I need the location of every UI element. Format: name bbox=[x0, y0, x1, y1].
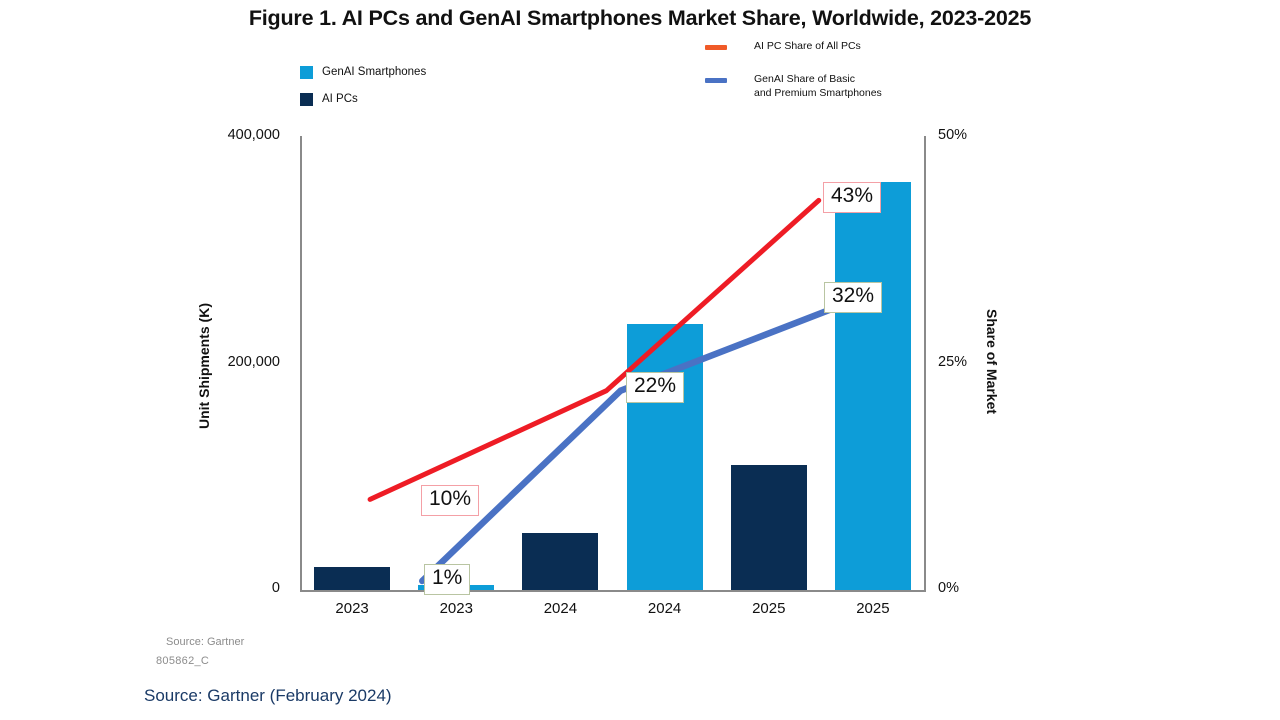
legend-dash-icon bbox=[705, 77, 727, 83]
y-axis-left-line bbox=[300, 136, 302, 591]
data-label-1-percent: 1% bbox=[424, 564, 471, 595]
bar-ai-pcs-2023 bbox=[314, 567, 391, 590]
source-note-small: Source: Gartner bbox=[166, 636, 245, 648]
y-axis-right-tick: 25% bbox=[938, 353, 968, 370]
legend-label: GenAI Smartphones bbox=[322, 66, 427, 78]
data-label-32-percent: 32% bbox=[824, 282, 883, 313]
legend-bar-series: GenAI Smartphones AI PCs bbox=[300, 61, 426, 115]
data-label-10-percent: 10% bbox=[421, 485, 480, 516]
y-axis-right-tick: 50% bbox=[938, 127, 968, 143]
line-genai-share bbox=[419, 296, 859, 585]
bar-genai-smartphones-2024 bbox=[626, 323, 703, 590]
legend-item-genai-share[interactable]: GenAI Share of Basic and Premium Smartph… bbox=[705, 73, 882, 101]
y-axis-right-line bbox=[924, 136, 926, 591]
line-ai-pc-share bbox=[367, 197, 822, 502]
x-axis-tick: 2024 bbox=[543, 600, 578, 617]
legend-line-series: AI PC Share of All PCs GenAI Share of Ba… bbox=[705, 40, 882, 120]
y-axis-right-title: Share of Market bbox=[984, 308, 1000, 414]
legend-label: GenAI Share of Basic and Premium Smartph… bbox=[754, 72, 882, 99]
bar-ai-pcs-2024 bbox=[522, 533, 599, 590]
data-label-22-percent: 22% bbox=[626, 372, 685, 403]
line-series-overlay bbox=[367, 197, 859, 585]
x-axis-tick: 2023 bbox=[439, 600, 473, 617]
x-axis-tick: 2024 bbox=[647, 600, 682, 617]
y-axis-left-tick: 200,000 bbox=[227, 353, 280, 370]
x-axis-tick: 2025 bbox=[856, 600, 890, 617]
legend-swatch-icon bbox=[300, 65, 313, 79]
y-axis-left-tick: 400,000 bbox=[227, 127, 280, 143]
x-axis-line bbox=[300, 590, 926, 592]
source-note-main: Source: Gartner (February 2024) bbox=[144, 686, 392, 705]
x-axis-tick: 2023 bbox=[335, 600, 369, 617]
legend-item-ai-pc-share[interactable]: AI PC Share of All PCs bbox=[705, 40, 882, 54]
x-axis-tick: 2025 bbox=[752, 600, 786, 617]
legend-swatch-icon bbox=[300, 92, 313, 106]
legend-dash-icon bbox=[705, 45, 727, 50]
y-axis-right-tick: 0% bbox=[938, 580, 959, 596]
plot-area bbox=[300, 137, 925, 590]
bar-genai-smartphones-2025 bbox=[834, 182, 911, 590]
data-label-43-percent: 43% bbox=[823, 182, 882, 213]
legend-label: AI PC Share of All PCs bbox=[754, 40, 861, 52]
legend-item-genai-smartphones[interactable]: GenAI Smartphones bbox=[300, 61, 426, 83]
legend-label: AI PCs bbox=[322, 93, 358, 105]
figure-id: 805862_C bbox=[156, 655, 210, 667]
chart-title: Figure 1. AI PCs and GenAI Smartphones M… bbox=[248, 6, 1032, 30]
legend-item-ai-pcs[interactable]: AI PCs bbox=[300, 88, 426, 110]
bar-ai-pcs-2025 bbox=[730, 465, 807, 590]
y-axis-left-tick: 0 bbox=[271, 580, 280, 596]
